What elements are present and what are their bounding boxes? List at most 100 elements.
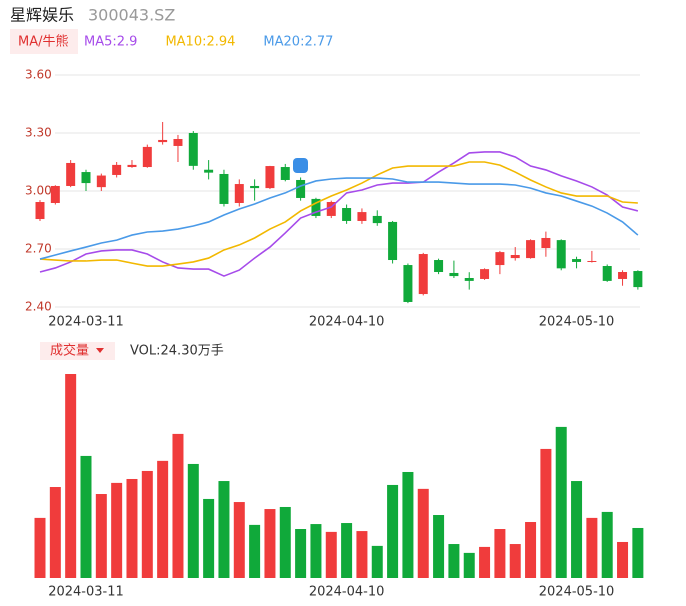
volume-bar bbox=[264, 509, 276, 578]
volume-bar bbox=[463, 552, 475, 578]
volume-bar bbox=[617, 541, 629, 578]
candle-body bbox=[510, 254, 520, 259]
legend-entry: MA20:2.77 bbox=[263, 35, 333, 50]
volume-bar bbox=[402, 471, 414, 578]
x-tick-label: 2024-05-10 bbox=[539, 585, 615, 600]
candle-body bbox=[112, 164, 122, 175]
candle-body bbox=[618, 272, 628, 279]
volume-bar bbox=[279, 506, 291, 578]
candle-body bbox=[495, 252, 505, 266]
candle-body bbox=[280, 167, 290, 180]
volume-bar bbox=[494, 529, 506, 578]
volume-bar bbox=[65, 374, 77, 578]
volume-bar bbox=[80, 455, 92, 578]
candle-body bbox=[602, 266, 612, 281]
volume-label: VOL:24.30万手 bbox=[130, 344, 224, 359]
candle-body bbox=[296, 179, 306, 198]
candle-body bbox=[81, 172, 91, 184]
volume-bar bbox=[586, 517, 598, 578]
candle-body bbox=[326, 202, 336, 216]
candle-body bbox=[633, 271, 643, 288]
candle-body bbox=[480, 269, 490, 279]
volume-bar bbox=[172, 433, 184, 578]
indicator-box[interactable] bbox=[10, 29, 78, 54]
candle-body bbox=[204, 169, 214, 173]
candle-body bbox=[142, 146, 152, 168]
candle-body bbox=[526, 240, 536, 259]
volume-title[interactable]: 成交量 bbox=[50, 343, 89, 359]
y-tick-label: 3.00 bbox=[25, 184, 52, 198]
volume-bar bbox=[249, 524, 261, 578]
candle-body bbox=[173, 138, 183, 146]
y-tick-label: 2.70 bbox=[25, 242, 52, 256]
volume-bar bbox=[571, 481, 583, 578]
ma-line bbox=[39, 161, 638, 267]
volume-bar bbox=[448, 544, 460, 578]
candle-body bbox=[464, 278, 474, 281]
dropdown-arrow[interactable] bbox=[96, 348, 104, 353]
chart-title: 星辉娱乐 bbox=[10, 6, 74, 25]
volume-bar bbox=[95, 494, 107, 578]
x-tick-label: 2024-05-10 bbox=[539, 315, 615, 330]
volume-bar bbox=[632, 527, 644, 578]
volume-bar bbox=[555, 426, 567, 578]
candle-body bbox=[388, 221, 398, 261]
candle-body bbox=[311, 198, 321, 216]
volume-bar bbox=[479, 546, 491, 578]
candle-body bbox=[127, 164, 137, 168]
candle-body bbox=[50, 185, 60, 203]
candle-body bbox=[434, 260, 444, 273]
volume-bar bbox=[417, 488, 429, 578]
candle-body bbox=[418, 254, 428, 295]
volume-bar bbox=[525, 522, 537, 578]
y-tick-label: 3.60 bbox=[25, 68, 52, 82]
volume-bar bbox=[34, 517, 46, 578]
y-tick-label: 3.30 bbox=[25, 126, 52, 140]
candle-body bbox=[556, 240, 566, 269]
chart-subtitle: 300043.SZ bbox=[88, 6, 175, 25]
volume-bar bbox=[295, 529, 307, 578]
volume-bar bbox=[509, 544, 521, 578]
volume-bar bbox=[111, 482, 123, 578]
volume-bar bbox=[325, 531, 337, 578]
candle-body bbox=[541, 237, 551, 249]
volume-bar bbox=[203, 498, 215, 578]
volume-bar bbox=[310, 524, 322, 578]
candle-body bbox=[66, 162, 76, 186]
candle-body bbox=[35, 202, 45, 220]
candle-body bbox=[158, 139, 168, 143]
candle-body bbox=[572, 259, 582, 262]
candle-body bbox=[372, 215, 382, 224]
ma-line bbox=[39, 151, 639, 277]
candle-body bbox=[96, 175, 106, 188]
candle-body bbox=[188, 133, 198, 166]
volume-bar bbox=[371, 545, 383, 578]
candle-body bbox=[449, 272, 459, 277]
x-tick-label: 2024-03-11 bbox=[48, 585, 124, 600]
candle-body bbox=[403, 265, 413, 302]
volume-bar bbox=[49, 487, 61, 578]
volume-bar bbox=[157, 460, 169, 578]
volume-bar bbox=[387, 484, 399, 578]
volume-box[interactable] bbox=[40, 342, 115, 360]
candle-body bbox=[587, 260, 597, 262]
candle-body bbox=[342, 208, 352, 221]
candle-body bbox=[250, 185, 260, 189]
volume-bar bbox=[601, 511, 613, 578]
candle-body bbox=[265, 166, 275, 189]
volume-bar bbox=[141, 470, 153, 578]
candle-body bbox=[357, 212, 367, 221]
candle-body bbox=[234, 184, 244, 203]
candle-body bbox=[219, 173, 229, 204]
x-tick-label: 2024-03-11 bbox=[48, 315, 124, 330]
volume-bar bbox=[187, 463, 199, 578]
volume-bar bbox=[233, 502, 245, 578]
marker-icon[interactable] bbox=[293, 158, 308, 173]
volume-bar bbox=[218, 481, 230, 578]
ma-line bbox=[39, 177, 639, 260]
indicator-label[interactable]: MA/牛熊 bbox=[18, 34, 69, 50]
legend-entry: MA10:2.94 bbox=[165, 35, 235, 50]
volume-bar bbox=[433, 515, 445, 578]
